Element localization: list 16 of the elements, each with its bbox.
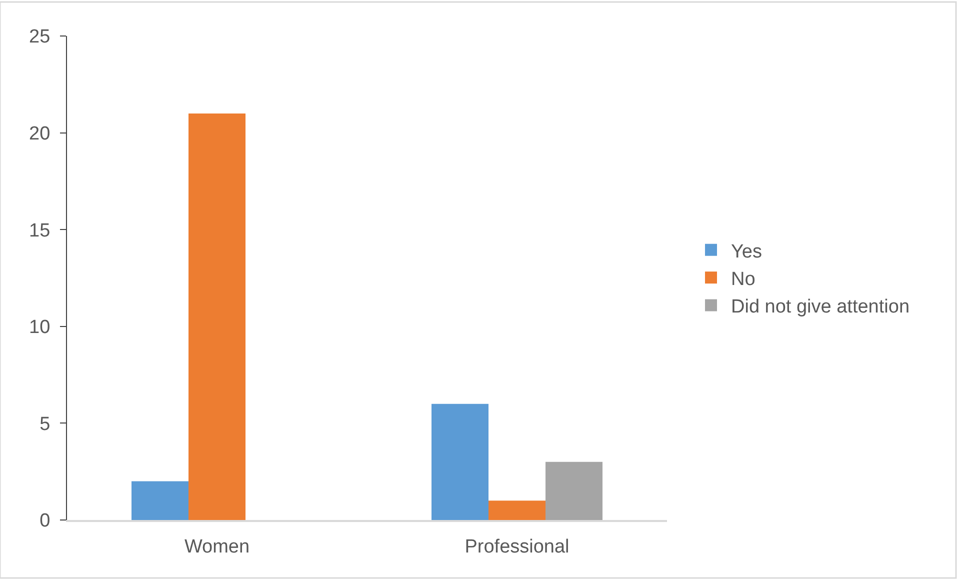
y-tick-label: 15 <box>29 220 50 242</box>
y-tick-label: 25 <box>29 26 50 48</box>
y-tick-label: 0 <box>40 510 50 532</box>
y-tick-label: 20 <box>29 123 50 144</box>
bar <box>188 113 246 520</box>
legend-label: Yes <box>731 241 762 262</box>
bar <box>546 462 602 520</box>
legend-label: Did not give attention <box>731 296 910 318</box>
y-tick-label: 5 <box>40 414 50 435</box>
bar <box>132 481 188 520</box>
bar <box>432 404 488 520</box>
x-tick-label: Women <box>184 536 250 558</box>
bar <box>488 500 546 520</box>
y-tick-label: 10 <box>29 317 50 338</box>
legend-label: No <box>731 268 756 290</box>
x-tick-label: Professional <box>464 536 570 558</box>
